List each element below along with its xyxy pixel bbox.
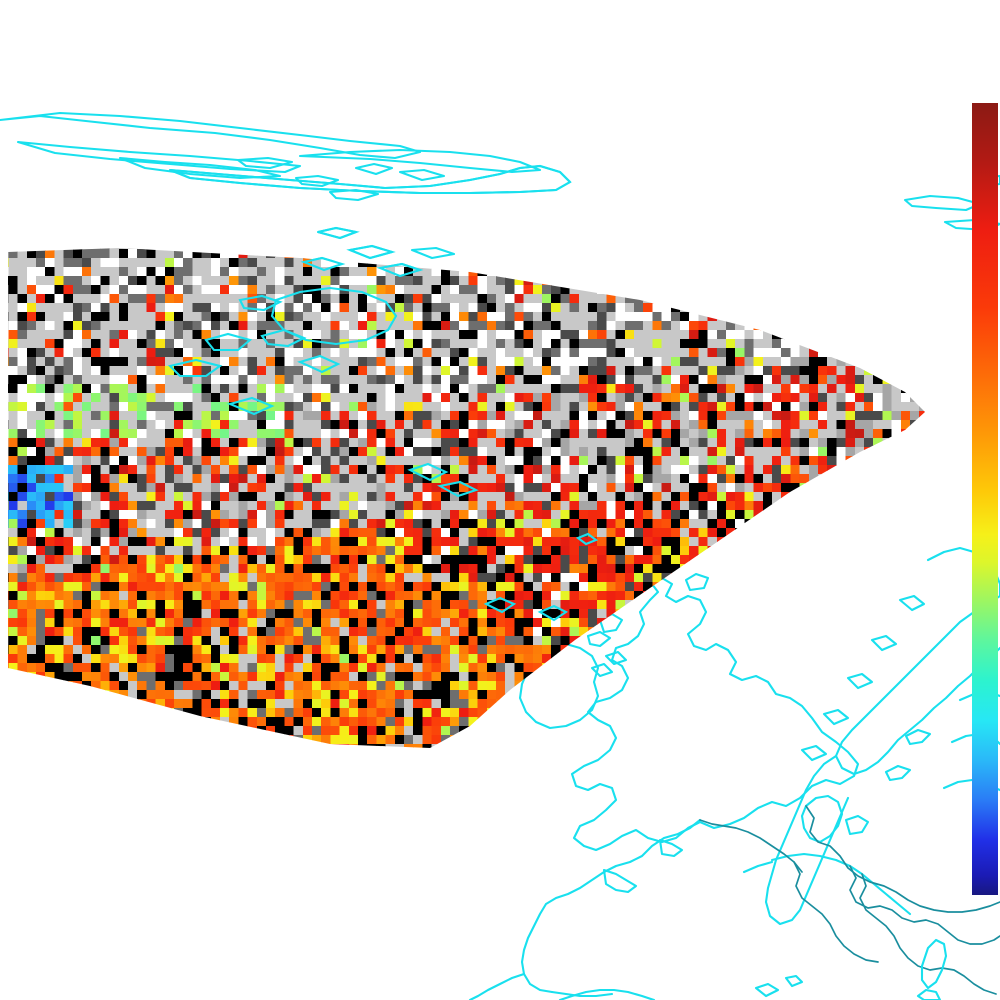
coastline-layer <box>0 111 1000 1000</box>
coastline-overlay <box>167 164 599 622</box>
colorbar-tick-60: 60 <box>926 394 959 426</box>
colorbar-gradient <box>972 103 998 895</box>
colorbar[interactable] <box>972 103 998 895</box>
